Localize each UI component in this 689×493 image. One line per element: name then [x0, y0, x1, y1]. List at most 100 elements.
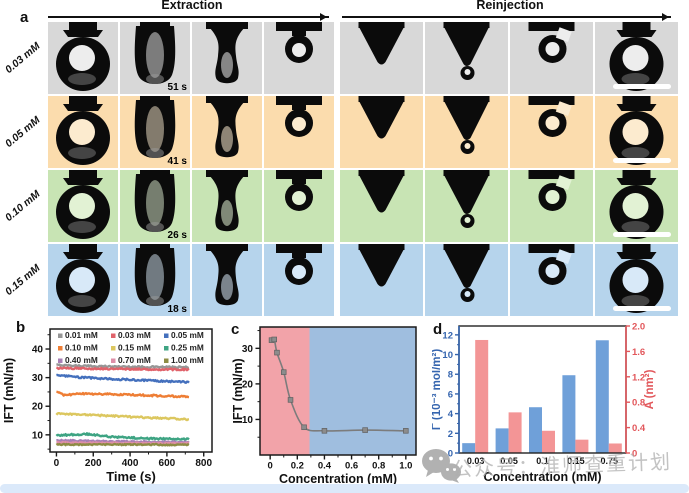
- elapsed-time-label: 26 s: [167, 230, 187, 241]
- droplet-shape: [206, 22, 248, 84]
- svg-text:0.03: 0.03: [467, 456, 485, 466]
- svg-text:4: 4: [448, 409, 454, 420]
- svg-text:0.03 mM: 0.03 mM: [118, 330, 151, 340]
- svg-text:10: 10: [442, 350, 453, 361]
- droplet-image: [510, 244, 593, 316]
- svg-text:0.1: 0.1: [536, 456, 549, 466]
- elapsed-time-label: 51 s: [167, 82, 187, 93]
- droplet-shape: [56, 22, 110, 91]
- svg-text:0.4: 0.4: [318, 461, 332, 472]
- droplet-shape: [609, 244, 664, 313]
- svg-text:0: 0: [54, 458, 60, 469]
- svg-text:0.2: 0.2: [291, 461, 304, 472]
- svg-text:0.8: 0.8: [632, 398, 645, 409]
- svg-text:400: 400: [122, 458, 139, 469]
- svg-text:2.0: 2.0: [632, 322, 645, 333]
- droplet-shape: [358, 170, 405, 213]
- svg-text:1.2: 1.2: [632, 372, 645, 383]
- droplet-image: [264, 170, 334, 242]
- droplet-image: [425, 244, 508, 316]
- row-concentration-label: 0.03 mM: [3, 40, 43, 76]
- droplet-image: [264, 244, 334, 316]
- svg-text:Concentration (mM): Concentration (mM): [279, 472, 397, 486]
- droplet-shape: [56, 170, 110, 239]
- panel-c-letter: c: [231, 321, 240, 338]
- svg-text:600: 600: [159, 458, 176, 469]
- svg-text:30: 30: [242, 344, 254, 355]
- droplet-image: [264, 22, 334, 94]
- scale-bar: [613, 232, 671, 237]
- droplet-shape: [443, 170, 490, 228]
- svg-text:0: 0: [632, 449, 637, 460]
- svg-text:A (nm²): A (nm²): [644, 369, 656, 409]
- elapsed-time-label: 41 s: [167, 156, 187, 167]
- svg-text:0.75: 0.75: [601, 456, 619, 466]
- droplet-image: [510, 22, 593, 94]
- droplet-shape: [609, 22, 664, 91]
- droplet-image: 26 s: [120, 170, 190, 242]
- svg-text:0.05: 0.05: [500, 456, 518, 466]
- reinjection-arrow: [342, 13, 671, 21]
- droplet-image: [595, 170, 678, 242]
- droplet-image: [595, 96, 678, 168]
- droplet-image: [192, 22, 262, 94]
- svg-text:12: 12: [442, 330, 453, 341]
- droplet-image: [48, 170, 118, 242]
- svg-text:10: 10: [242, 415, 254, 426]
- svg-text:0.25 mM: 0.25 mM: [171, 343, 204, 353]
- scale-bar: [613, 84, 671, 89]
- droplet-image: [595, 22, 678, 94]
- surface-excess-area-chart: 0.03 0.05 0.1 0.15 0.75 0 2 4 6 8 10 12 0 0.4 0.8 1.2 1.…: [432, 322, 656, 485]
- panel-b-letter: b: [16, 319, 26, 336]
- svg-text:IFT (mN/m): IFT (mN/m): [2, 358, 16, 423]
- row-concentration-label: 0.15 mM: [3, 262, 43, 298]
- svg-text:20: 20: [32, 402, 44, 413]
- droplet-image: [48, 22, 118, 94]
- droplet-shape: [206, 244, 248, 306]
- row-concentration-label: 0.05 mM: [3, 114, 43, 150]
- extraction-phase-label: Extraction: [161, 0, 223, 12]
- droplet-shape: [443, 244, 490, 302]
- elapsed-time-label: 18 s: [167, 304, 187, 315]
- svg-text:Time (s): Time (s): [106, 469, 156, 484]
- droplet-image: 18 s: [120, 244, 190, 316]
- droplet-shape: [276, 96, 322, 137]
- droplet-image: [425, 170, 508, 242]
- svg-text:1.6: 1.6: [632, 347, 645, 358]
- droplet-shape: [358, 244, 405, 287]
- svg-text:1.0: 1.0: [399, 461, 412, 472]
- droplet-shape: [134, 96, 176, 158]
- svg-text:0: 0: [448, 449, 453, 460]
- droplet-shape: [206, 96, 248, 158]
- svg-text:0.40 mM: 0.40 mM: [65, 355, 98, 365]
- bottom-strip: [0, 484, 689, 493]
- svg-text:30: 30: [32, 373, 44, 384]
- svg-text:800: 800: [195, 458, 212, 469]
- droplet-image: [192, 244, 262, 316]
- svg-text:0.6: 0.6: [345, 461, 358, 472]
- droplet-shape: [276, 244, 322, 285]
- svg-text:Γ (10⁻³ mol/m²): Γ (10⁻³ mol/m²): [432, 349, 443, 431]
- droplet-shape: [56, 244, 110, 313]
- row-concentration-label: 0.10 mM: [3, 188, 43, 224]
- droplet-shape: [443, 22, 490, 80]
- svg-text:0.8: 0.8: [372, 461, 385, 472]
- droplet-shape: [528, 244, 575, 285]
- svg-text:1.00 mM: 1.00 mM: [171, 355, 204, 365]
- droplet-image: [340, 96, 423, 168]
- droplet-shape: [276, 22, 322, 63]
- wechat-icon: [422, 449, 461, 483]
- panel-d-letter: d: [433, 321, 443, 338]
- droplet-shape: [276, 170, 322, 211]
- droplet-shape: [528, 170, 575, 211]
- droplet-shape: [528, 96, 575, 137]
- panel-a-letter: a: [20, 9, 29, 26]
- droplet-shape: [134, 244, 176, 306]
- svg-text:40: 40: [32, 345, 44, 356]
- svg-text:0.01 mM: 0.01 mM: [65, 330, 98, 340]
- reinjection-phase-label: Reinjection: [476, 0, 544, 12]
- svg-text:6: 6: [448, 389, 453, 400]
- droplet-shape: [358, 22, 405, 65]
- svg-text:0: 0: [268, 461, 273, 472]
